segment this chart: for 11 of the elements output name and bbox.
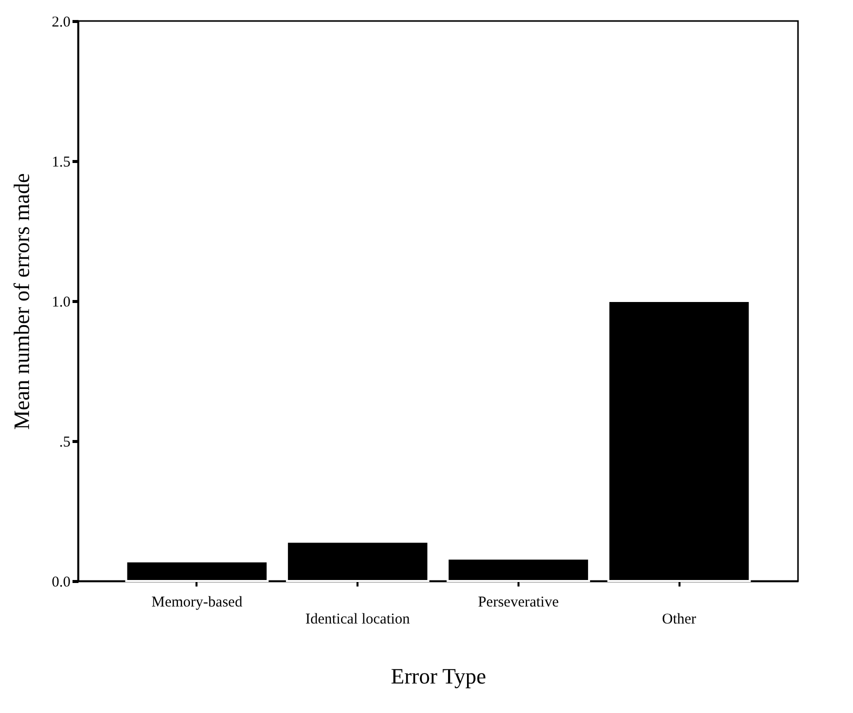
x-tick-label: Perseverative bbox=[478, 594, 560, 610]
x-axis-title: Error Type bbox=[390, 664, 486, 688]
x-tick-label: Memory-based bbox=[152, 594, 243, 610]
y-tick-label: 1.5 bbox=[52, 154, 70, 170]
y-tick-label: 1.0 bbox=[52, 294, 70, 310]
y-tick-label: 2.0 bbox=[52, 14, 70, 30]
x-tick-label: Other bbox=[662, 612, 696, 628]
x-tick-label: Identical location bbox=[305, 612, 410, 628]
y-tick-label: .5 bbox=[59, 434, 70, 450]
y-axis-title: Mean number of errors made bbox=[8, 173, 34, 430]
y-tick-label: 0.0 bbox=[52, 574, 70, 590]
